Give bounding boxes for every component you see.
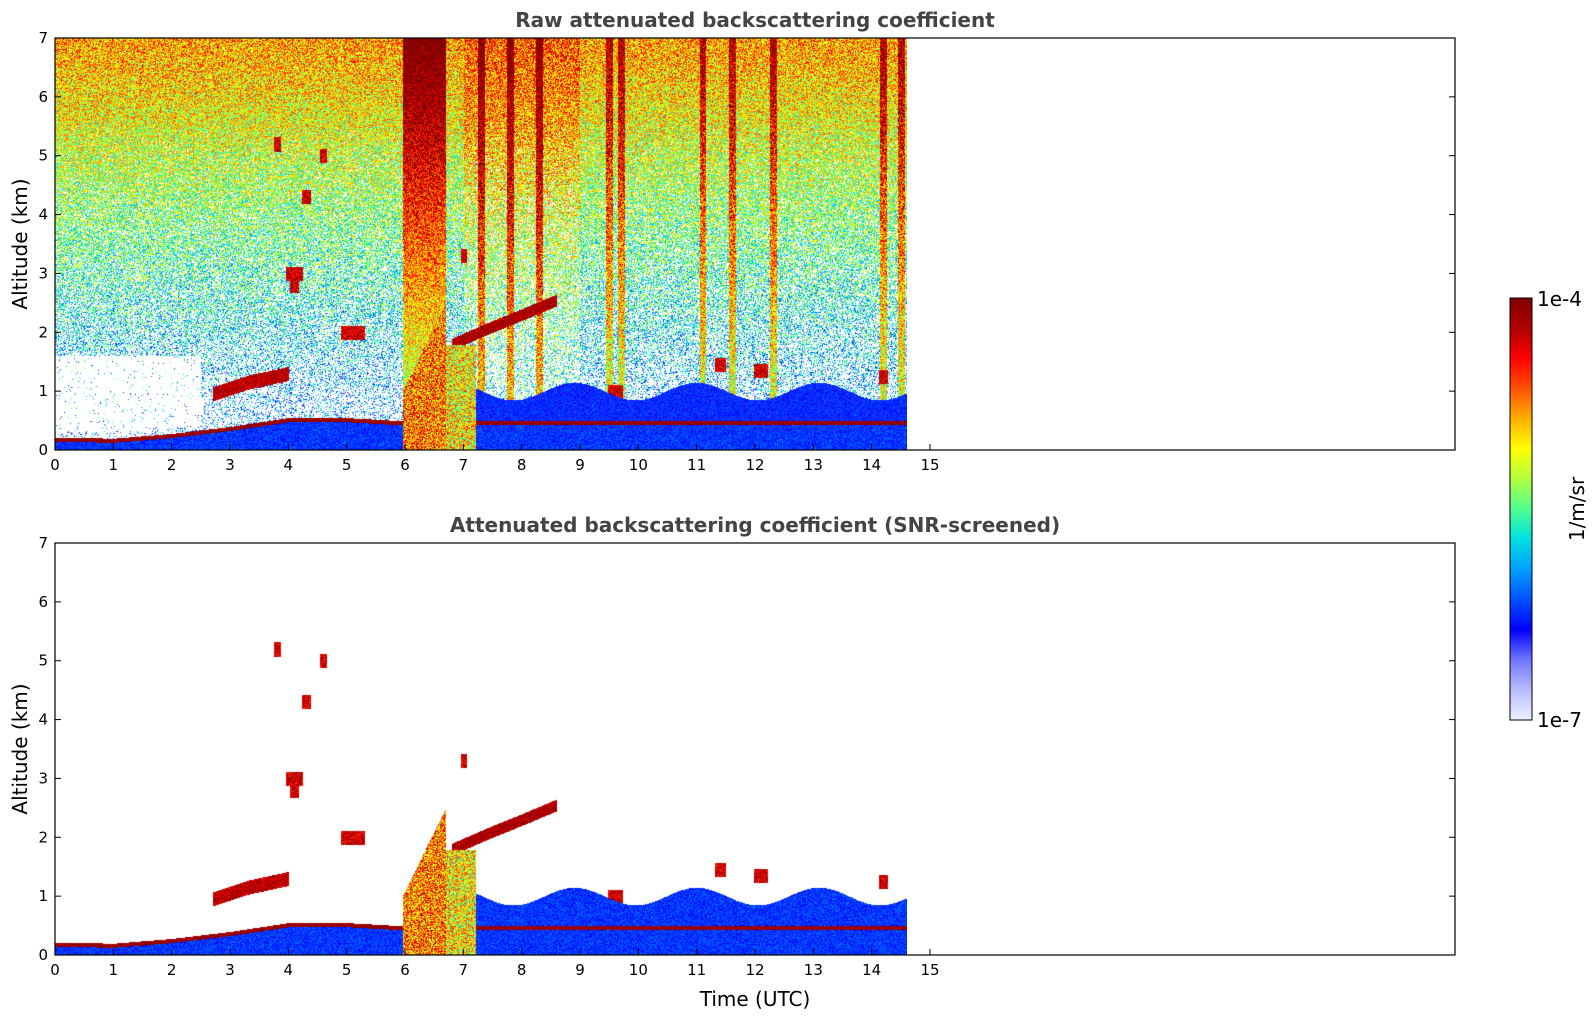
x-tick-label: 7 bbox=[459, 961, 469, 979]
x-tick-label: 11 bbox=[687, 456, 706, 474]
x-tick-label: 2 bbox=[167, 456, 177, 474]
panel-screened-xlabel: Time (UTC) bbox=[699, 987, 811, 1011]
x-tick-label: 1 bbox=[109, 961, 119, 979]
x-tick-label: 10 bbox=[629, 456, 648, 474]
y-tick-label: 3 bbox=[38, 769, 48, 787]
y-tick-label: 2 bbox=[38, 828, 48, 846]
y-tick-label: 7 bbox=[38, 534, 48, 552]
x-tick-label: 3 bbox=[225, 961, 235, 979]
x-tick-label: 6 bbox=[400, 961, 410, 979]
colorbar-unit-label: 1/m/sr bbox=[1565, 476, 1589, 541]
y-tick-label: 1 bbox=[38, 382, 48, 400]
panel-raw-heatmap bbox=[55, 38, 907, 450]
x-tick-label: 0 bbox=[50, 456, 60, 474]
x-tick-label: 7 bbox=[459, 456, 469, 474]
x-tick-label: 4 bbox=[284, 961, 294, 979]
x-tick-label: 6 bbox=[400, 456, 410, 474]
colorbar-max-label: 1e-4 bbox=[1537, 287, 1582, 311]
x-tick-label: 13 bbox=[804, 456, 823, 474]
y-tick-label: 4 bbox=[38, 711, 48, 729]
x-tick-label: 12 bbox=[745, 456, 764, 474]
panel-raw: Raw attenuated backscattering coefficien… bbox=[8, 8, 1456, 474]
colorbar-min-label: 1e-7 bbox=[1537, 708, 1582, 732]
x-tick-label: 1 bbox=[109, 456, 119, 474]
colorbar-bar bbox=[1509, 297, 1533, 721]
y-tick-label: 0 bbox=[38, 946, 48, 964]
x-tick-label: 9 bbox=[575, 456, 585, 474]
x-tick-label: 15 bbox=[920, 961, 939, 979]
x-tick-label: 13 bbox=[804, 961, 823, 979]
x-tick-label: 5 bbox=[342, 961, 352, 979]
panel-screened-heatmap bbox=[55, 543, 907, 955]
y-tick-label: 6 bbox=[38, 593, 48, 611]
y-tick-label: 7 bbox=[38, 29, 48, 47]
panel-screened-ylabel: Altitude (km) bbox=[8, 683, 32, 814]
panel-raw-title: Raw attenuated backscattering coefficien… bbox=[515, 8, 995, 32]
x-tick-label: 0 bbox=[50, 961, 60, 979]
x-tick-label: 12 bbox=[745, 961, 764, 979]
y-tick-label: 4 bbox=[38, 206, 48, 224]
panel-screened: Attenuated backscattering coefficient (S… bbox=[8, 513, 1456, 1011]
y-tick-label: 3 bbox=[38, 264, 48, 282]
x-tick-label: 10 bbox=[629, 961, 648, 979]
y-tick-label: 1 bbox=[38, 887, 48, 905]
y-tick-label: 6 bbox=[38, 88, 48, 106]
heatmap-image bbox=[55, 543, 907, 955]
x-tick-label: 15 bbox=[920, 456, 939, 474]
x-tick-label: 4 bbox=[284, 456, 294, 474]
x-tick-label: 9 bbox=[575, 961, 585, 979]
x-tick-label: 5 bbox=[342, 456, 352, 474]
x-tick-label: 14 bbox=[862, 456, 881, 474]
y-tick-label: 0 bbox=[38, 441, 48, 459]
y-tick-label: 2 bbox=[38, 323, 48, 341]
x-tick-label: 8 bbox=[517, 961, 527, 979]
x-tick-label: 8 bbox=[517, 456, 527, 474]
x-tick-label: 11 bbox=[687, 961, 706, 979]
y-tick-label: 5 bbox=[38, 147, 48, 165]
colorbar: 1e-4 1e-7 1/m/sr bbox=[1509, 287, 1589, 732]
panel-raw-ylabel: Altitude (km) bbox=[8, 178, 32, 309]
y-tick-label: 5 bbox=[38, 652, 48, 670]
x-tick-label: 2 bbox=[167, 961, 177, 979]
x-tick-label: 3 bbox=[225, 456, 235, 474]
panel-screened-title: Attenuated backscattering coefficient (S… bbox=[450, 513, 1060, 537]
heatmap-image bbox=[55, 38, 907, 450]
x-tick-label: 14 bbox=[862, 961, 881, 979]
